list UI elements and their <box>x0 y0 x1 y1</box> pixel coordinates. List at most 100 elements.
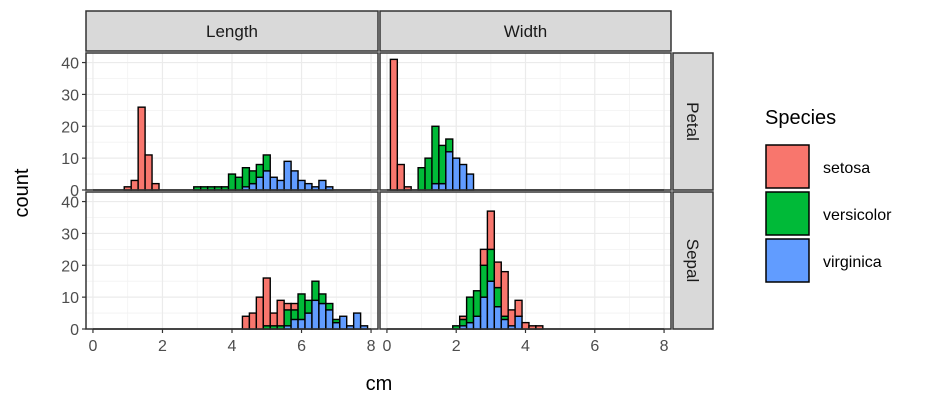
bar-versicolor <box>283 309 292 327</box>
legend-label: versicolor <box>823 207 892 224</box>
bar-versicolor <box>262 154 271 172</box>
strip-label: Length <box>206 22 258 41</box>
bar-setosa <box>479 248 489 266</box>
strip-row-petal: Petal <box>672 52 714 191</box>
panel-petal-length <box>85 52 379 191</box>
bar-setosa <box>262 277 271 327</box>
bar-virginica <box>290 170 299 191</box>
bar-versicolor <box>486 248 496 282</box>
strip-row-sepal: Sepal <box>672 191 714 330</box>
bar-versicolor <box>248 170 258 185</box>
x-tick-label: 2 <box>158 338 167 355</box>
x-tick-label: 6 <box>297 338 306 355</box>
bar-virginica <box>248 182 258 191</box>
bar-virginica <box>283 160 292 191</box>
bar-setosa <box>151 182 160 191</box>
x-tick-label: 0 <box>382 338 391 355</box>
bar-versicolor <box>332 318 341 324</box>
legend-item-versicolor: versicolor <box>765 191 892 236</box>
strip-background <box>672 191 714 330</box>
bar-virginica <box>304 312 313 330</box>
x-axis-title: cm <box>366 373 393 395</box>
bar-versicolor <box>431 125 440 185</box>
x-tick-label: 6 <box>590 338 599 355</box>
x-tick-label: 8 <box>660 338 669 355</box>
y-tick-label: 0 <box>70 183 79 200</box>
bar-virginica <box>479 296 489 330</box>
bar-virginica <box>332 321 341 330</box>
bar-virginica <box>297 179 306 191</box>
bar-virginica <box>445 151 454 191</box>
bar-virginica <box>255 176 264 191</box>
bar-virginica <box>325 309 334 330</box>
bar-virginica <box>431 182 440 191</box>
bar-versicolor <box>445 138 454 153</box>
bar-versicolor <box>241 166 251 188</box>
strip-background <box>85 10 379 52</box>
x-tick-label: 8 <box>367 338 376 355</box>
bar-virginica <box>486 280 496 330</box>
bar-versicolor <box>290 309 299 321</box>
legend-key-setosa <box>765 144 810 189</box>
bar-virginica <box>352 312 362 330</box>
legend-label: virginica <box>823 254 882 271</box>
x-tick-label: 4 <box>228 338 237 355</box>
bar-versicolor <box>417 166 426 191</box>
bar-versicolor <box>304 299 313 314</box>
y-tick-label: 10 <box>61 290 79 307</box>
bar-versicolor <box>227 173 237 191</box>
legend-key-virginica <box>765 238 810 283</box>
legend: Species setosa versicolor virginica <box>765 107 892 283</box>
strip-label: Sepal <box>683 239 702 282</box>
y-tick-label: 40 <box>61 195 79 212</box>
bar-versicolor <box>472 290 482 317</box>
bar-virginica <box>465 321 475 330</box>
panel-sepal-length <box>85 191 379 330</box>
strip-column-width: Width <box>379 10 672 52</box>
bar-virginica <box>472 315 482 330</box>
bar-setosa <box>514 299 523 317</box>
bar-versicolor <box>311 280 320 302</box>
x-tick-label: 4 <box>521 338 530 355</box>
legend-key-versicolor <box>765 191 810 236</box>
bar-versicolor <box>424 157 433 191</box>
bar-versicolor <box>297 293 306 321</box>
strip-background <box>672 52 714 191</box>
bar-setosa <box>493 261 502 289</box>
legend-item-setosa: setosa <box>765 144 870 189</box>
bar-virginica <box>318 179 327 191</box>
bar-virginica <box>276 179 285 191</box>
bar-setosa <box>269 312 278 327</box>
panel-petal-width <box>379 52 672 191</box>
bar-setosa <box>389 58 399 191</box>
bar-versicolor <box>438 144 447 185</box>
bar-virginica <box>262 170 271 191</box>
y-tick-label: 40 <box>61 56 79 73</box>
bar-setosa <box>241 315 251 330</box>
bar-versicolor <box>479 264 489 298</box>
bar-virginica <box>458 163 468 191</box>
bar-virginica <box>452 157 461 191</box>
bar-setosa <box>507 309 516 327</box>
y-tick-label: 30 <box>61 87 79 104</box>
facet-strips: Length Width Petal Sepal <box>85 10 714 330</box>
bar-virginica <box>514 315 523 330</box>
bar-virginica <box>500 318 509 330</box>
panels-layer <box>85 52 672 330</box>
bar-virginica <box>465 173 475 191</box>
bar-virginica <box>318 302 327 330</box>
strip-label: Width <box>504 22 547 41</box>
bar-versicolor <box>465 296 475 324</box>
bar-versicolor <box>234 176 244 191</box>
bar-setosa <box>137 106 146 191</box>
bar-virginica <box>339 315 348 330</box>
bar-setosa <box>276 299 285 327</box>
strip-background <box>379 10 672 52</box>
bar-setosa <box>500 270 509 317</box>
panel-sepal-width <box>379 191 672 330</box>
bar-setosa <box>144 154 153 191</box>
y-tick-label: 20 <box>61 258 79 275</box>
legend-item-virginica: virginica <box>765 238 882 283</box>
y-tick-label: 20 <box>61 119 79 136</box>
